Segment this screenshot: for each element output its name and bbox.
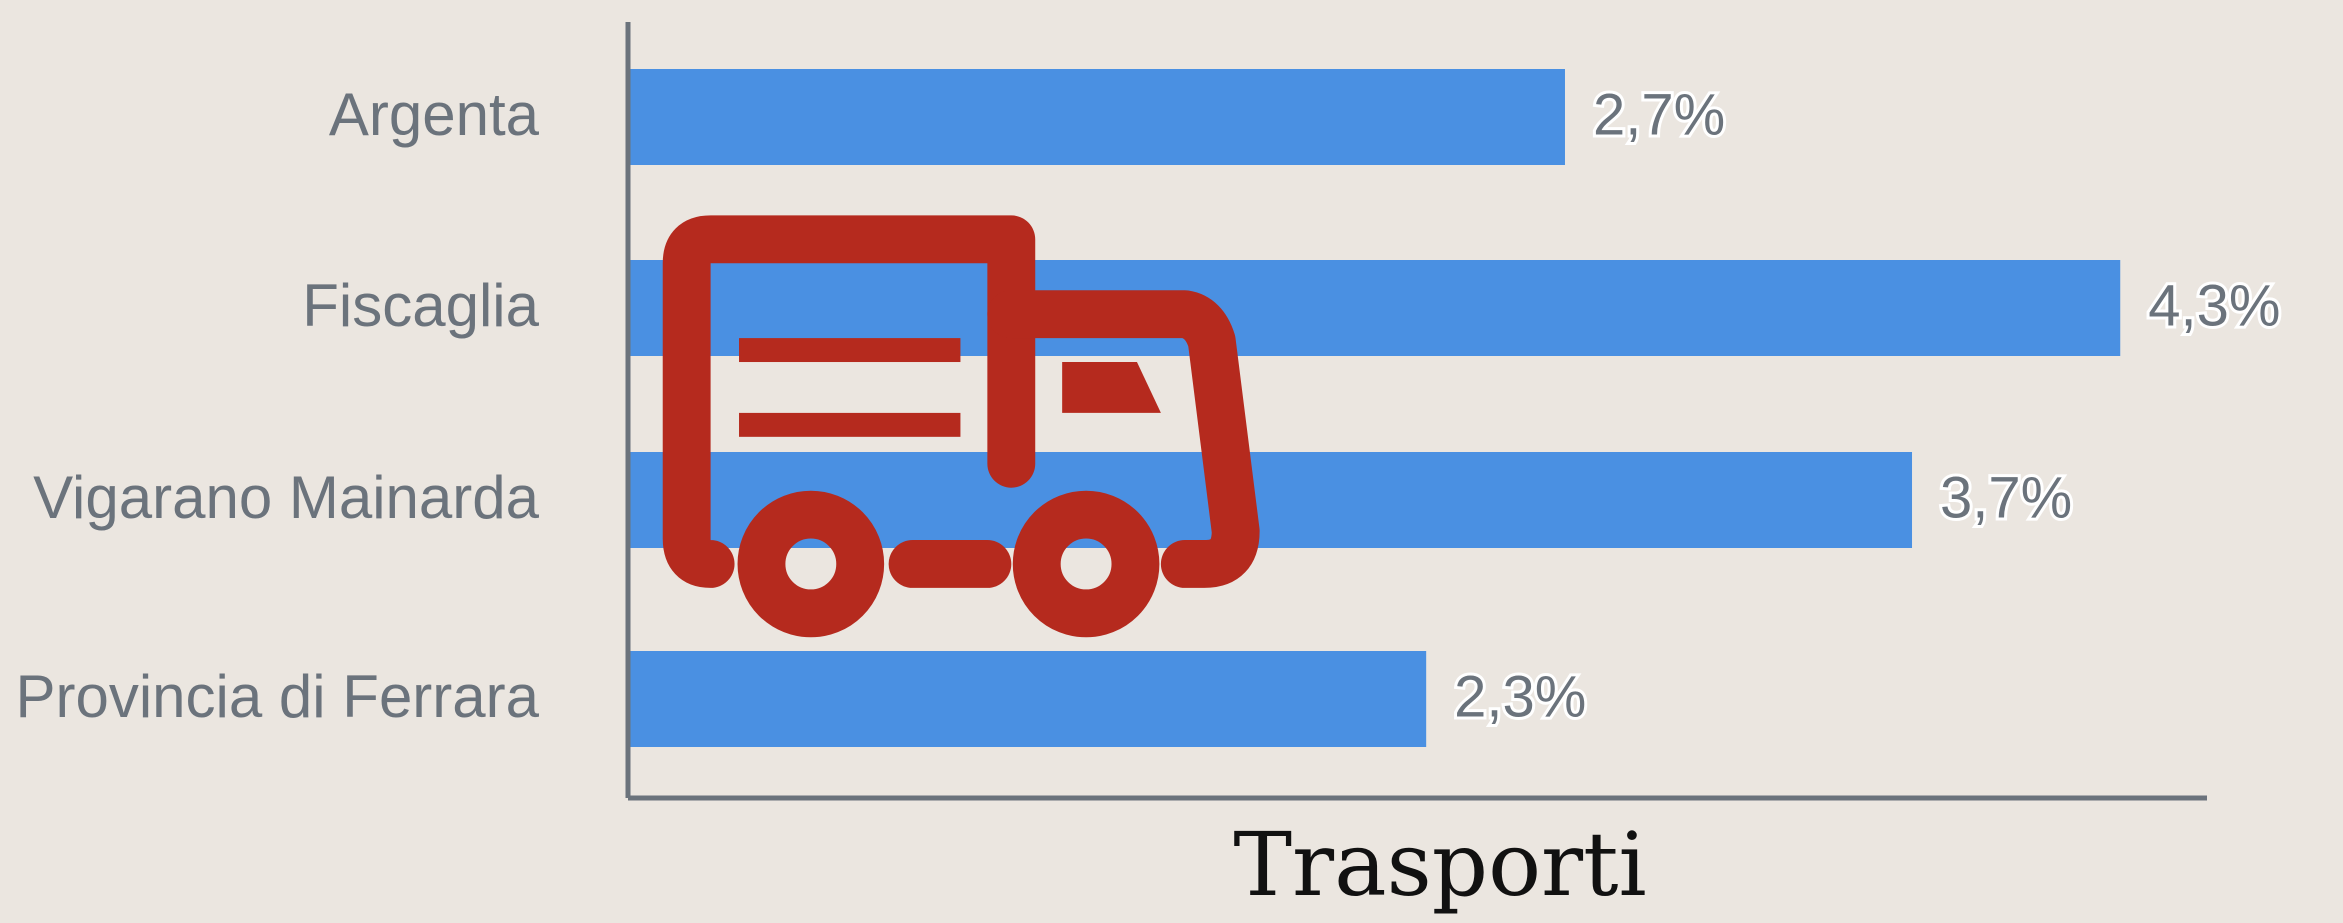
truck-wheel	[737, 490, 885, 638]
truck-cab	[987, 290, 1260, 588]
category-label: Argenta	[329, 81, 540, 148]
value-label: 3,7%	[1940, 465, 2072, 530]
truck-wheel	[1012, 490, 1160, 638]
truck-stripe	[739, 412, 961, 437]
truck-stripe	[739, 338, 961, 363]
chart-title: Trasporti	[1233, 813, 1646, 916]
category-label: Vigarano Mainarda	[33, 464, 540, 531]
value-label: 4,3%	[2148, 273, 2280, 338]
bars	[628, 69, 2121, 747]
category-label: Fiscaglia	[302, 272, 539, 339]
truck-body	[662, 215, 1036, 588]
truck-icon	[662, 215, 1260, 638]
bar	[628, 69, 1565, 165]
bar	[628, 651, 1427, 747]
value-label: 2,3%	[1454, 664, 1586, 729]
category-label: Provincia di Ferrara	[15, 663, 539, 730]
truck-window	[1062, 362, 1161, 413]
value-label: 2,7%	[1593, 82, 1725, 147]
